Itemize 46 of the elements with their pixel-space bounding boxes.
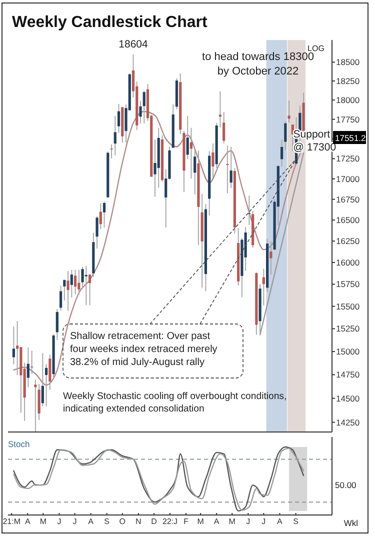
x-tick-label: S: [104, 517, 110, 526]
y-tick-label: 18000: [336, 94, 360, 105]
x-tick-label: N: [136, 517, 142, 526]
annotation: Shallow retracement: Over past four weeks index retraced merely 38.2% of mid July-August rally: [70, 331, 218, 368]
y-tick-label: 17250: [336, 154, 360, 164]
y-tick-label: 15500: [336, 301, 360, 312]
y-tick-label: 15000: [336, 346, 360, 357]
text: 17551.2: [335, 132, 366, 143]
y-tick-label: 14500: [336, 393, 360, 404]
x-tick-label: J: [72, 517, 77, 526]
y-tick-label: 16000: [336, 257, 360, 268]
x-tick-label: M: [40, 517, 47, 526]
x-tick-label: 21:M: [2, 517, 21, 526]
x-tick-label: F: [184, 517, 189, 526]
x-tick-label: A: [88, 517, 94, 526]
text: Wkl: [344, 518, 358, 528]
x-tick-label: J: [246, 517, 250, 526]
y-tick-label: 18500: [336, 57, 360, 68]
x-tick-label: S: [293, 517, 298, 526]
y-tick-label: 15750: [336, 279, 360, 290]
x-tick-label: J: [57, 517, 62, 526]
chart-title: Weekly Candlestick Chart: [12, 14, 208, 31]
chart-title: Stoch: [8, 439, 30, 449]
annotation: Weekly Stochastic cooling off overbought conditions, indicating extended consolidation: [63, 391, 287, 414]
x-tick-label: A: [277, 517, 284, 526]
x-tick-label: A: [24, 517, 31, 526]
y-tick-label: 17750: [336, 114, 360, 124]
text: 50.00: [335, 480, 357, 490]
x-tick-label: 22:J: [162, 517, 178, 526]
x-tick-label: J: [262, 517, 266, 526]
annotation: LOG: [308, 44, 324, 53]
y-tick-label: 16250: [336, 236, 360, 246]
y-tick-label: 17000: [336, 174, 360, 184]
x-tick-label: D: [151, 517, 158, 526]
x-tick-label: A: [214, 517, 220, 526]
y-tick-label: 16750: [336, 194, 360, 204]
y-tick-label: 14250: [336, 417, 360, 428]
y-tick-label: 15250: [336, 324, 360, 334]
x-tick-label: M: [228, 517, 236, 526]
y-tick-label: 14750: [336, 370, 360, 380]
x-tick-label: M: [197, 517, 204, 526]
y-tick-label: 16500: [336, 215, 360, 226]
y-tick-label: 18250: [336, 76, 360, 86]
x-tick-label: O: [119, 517, 126, 526]
annotation: to head towards 18300 by October 2022: [202, 51, 314, 78]
annotation: 18604: [118, 38, 148, 50]
